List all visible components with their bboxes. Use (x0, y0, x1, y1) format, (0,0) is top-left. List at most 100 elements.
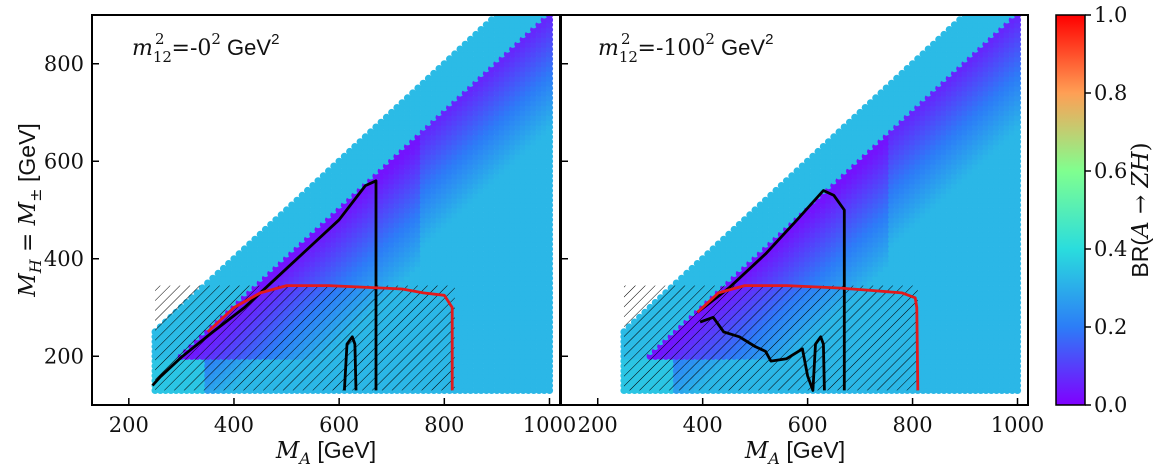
scatter-point (388, 108, 396, 117)
scatter-point (261, 225, 270, 234)
scatter-point (424, 74, 433, 82)
x-tick-label: 200 (109, 413, 149, 437)
scatter-point (435, 65, 443, 73)
scatter-point (798, 162, 807, 170)
scatter-point (298, 191, 306, 199)
scatter-point (251, 235, 259, 243)
scatter-point (699, 255, 707, 263)
scatter-point (688, 264, 696, 273)
scatter-point (246, 240, 254, 248)
scatter-point (762, 196, 770, 204)
scatter-point (446, 55, 454, 63)
annotation-left: m122 =-02 GeV2 (132, 30, 279, 66)
x-tick-label: 400 (214, 413, 254, 437)
scatter-point (672, 279, 681, 287)
scatter-point (783, 177, 791, 185)
scatter-point (393, 104, 401, 112)
scatter-point (356, 138, 364, 146)
scatter-point (325, 167, 333, 175)
y-tick-label: 600 (44, 149, 84, 173)
scatter-point (219, 264, 228, 273)
scatter-point (714, 240, 723, 248)
scatter-point (467, 35, 475, 44)
scatter-point (767, 191, 775, 199)
scatter-point (461, 40, 469, 48)
scatter-point (735, 221, 744, 229)
black-contour (151, 179, 378, 391)
x-tick-label: 1000 (523, 413, 576, 437)
scatter-point (330, 162, 338, 170)
right-panel: 200 400 600 800 1000 m122 =-1002 GeV2 MA [Ge… (560, 14, 1044, 468)
scatter-point (440, 60, 448, 68)
scatter-point (788, 172, 796, 180)
scatter-point (335, 157, 343, 165)
scatter-point (377, 118, 385, 126)
scatter-point (451, 50, 459, 58)
scatter-point (751, 206, 759, 214)
scatter-point (288, 201, 296, 209)
scatter-point (361, 133, 369, 141)
scatter-point (430, 69, 438, 78)
scatter-point (730, 225, 738, 234)
scatter-point (746, 211, 754, 219)
scatter-point (314, 177, 322, 185)
scatter-point (256, 230, 264, 238)
scatter-point (214, 269, 222, 277)
scatter-point (340, 152, 348, 160)
scatter-point (240, 245, 249, 253)
scatter-point (372, 123, 380, 131)
y-tick-label: 200 (44, 344, 84, 368)
scatter-point (319, 172, 327, 180)
scatter-point (277, 211, 285, 219)
scatter-point (209, 274, 217, 282)
scatter-point (351, 143, 359, 151)
scatter-point (225, 260, 233, 268)
red-contour (206, 284, 454, 391)
scatter-point (704, 250, 712, 258)
x-tick-label: 800 (424, 413, 464, 437)
contours-left (151, 179, 455, 391)
scatter-point (809, 152, 817, 160)
scatter-point (309, 182, 317, 190)
scatter-point (419, 79, 427, 87)
scatter-point (283, 206, 291, 214)
scatter-point (482, 21, 490, 29)
scatter-point (693, 260, 702, 268)
scatter-point (777, 182, 786, 190)
scatter-point (756, 201, 765, 209)
scatter-point (367, 128, 375, 136)
scatter-point (267, 221, 275, 229)
scatter-point (293, 196, 301, 204)
scatter-point (403, 94, 412, 102)
x-axis-title-left: MA [GeV] (275, 437, 376, 468)
y-axis-title: MH = M± [GeV] (14, 123, 45, 298)
scatter-point (472, 30, 480, 39)
hatched-excluded-region (155, 285, 455, 391)
scatter-point (477, 26, 485, 34)
scatter-point (235, 250, 243, 258)
black-contour-spike (343, 335, 358, 391)
scatter-point (709, 245, 717, 253)
y-tick-label: 400 (44, 247, 84, 271)
y-tick-label: 800 (44, 52, 84, 76)
scatter-point (488, 16, 496, 24)
scatter-point (683, 269, 691, 277)
scatter-point (720, 235, 728, 243)
scatter-point (678, 274, 686, 282)
scatter-point (346, 147, 354, 156)
scatter-point (398, 99, 406, 107)
scatter-point (793, 167, 801, 175)
scatter-point (414, 84, 422, 92)
scatter-point (725, 230, 733, 238)
scatter-point (304, 186, 312, 195)
scatter-point (230, 255, 238, 263)
scatter-point (272, 216, 280, 224)
scatter-point (456, 45, 464, 53)
scatter-point (741, 216, 749, 224)
scatter-point (772, 186, 780, 195)
scatter-point (382, 113, 391, 121)
scatter-point (409, 89, 417, 97)
